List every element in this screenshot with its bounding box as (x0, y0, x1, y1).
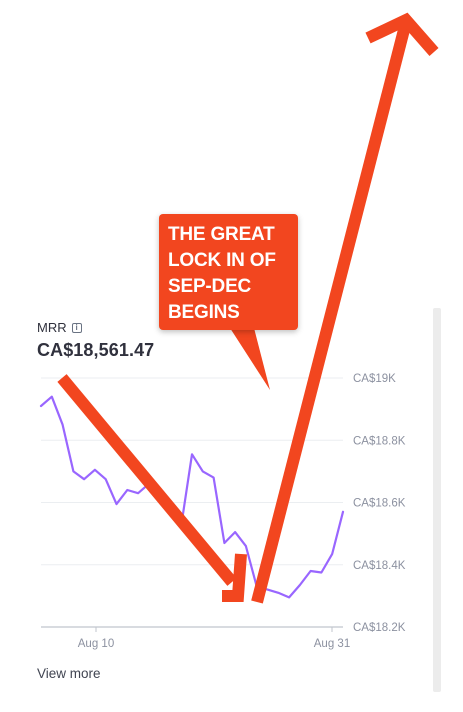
callout-tail-icon (230, 328, 270, 390)
scrollbar-track[interactable] (433, 308, 441, 692)
y-tick-label: CA$18.6K (353, 498, 406, 510)
mrr-series-line (39, 395, 345, 599)
x-tick-label: Aug 31 (314, 638, 350, 650)
x-tick-label: Aug 10 (78, 638, 114, 650)
y-tick-label: CA$19K (353, 373, 396, 385)
metric-value: CA$18,561.47 (37, 340, 155, 360)
view-more-link[interactable]: View more (37, 666, 101, 681)
x-axis-ticks: Aug 10 Aug 31 (78, 627, 350, 650)
y-tick-label: CA$18.8K (353, 435, 406, 447)
down-arrow-icon (57, 374, 247, 602)
y-tick-label: CA$18.4K (353, 560, 406, 572)
metric-header: MRR i (37, 320, 82, 335)
metric-label: MRR (37, 320, 67, 335)
series-lines (39, 395, 345, 599)
annotation-callout: THE GREAT LOCK IN OF SEP-DEC BEGINS (159, 214, 298, 330)
info-icon[interactable]: i (71, 322, 82, 333)
up-arrow-icon (251, 12, 439, 604)
y-tick-label: CA$18.2K (353, 622, 406, 634)
y-axis-ticks: CA$18.2K CA$18.4K CA$18.6K CA$18.8K CA$19K (353, 373, 406, 634)
